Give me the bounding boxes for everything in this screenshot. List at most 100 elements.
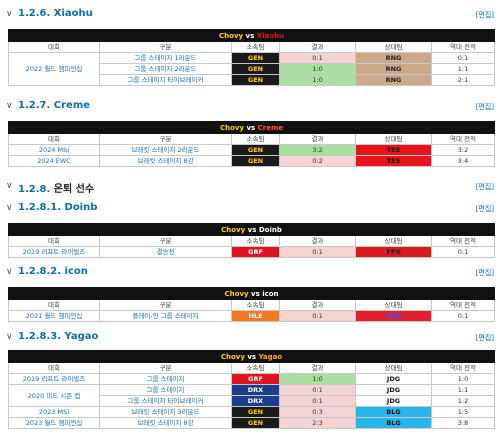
edit-link[interactable]: [편집] [475,11,494,19]
edit-link[interactable]: [편집] [475,183,494,191]
header-team: 소속팀 [231,362,280,374]
caption-vs: vs [251,289,260,298]
stage-link[interactable]: 그룹 스테이지 타이브레이커 [99,395,232,407]
event-link[interactable]: 2022 월드 챔피언십 [8,52,100,86]
header-team: 소속팀 [231,235,280,247]
table-row: 2019 리프트 라이벌즈 그룹 스테이지 GRF 1:0 JDG 1:0 [8,373,496,385]
table-row: 2022 월드 챔피언십 그룹 스테이지 1라운드 GEN 0:1 RNG 0:… [8,52,496,86]
section-heading-doinb: ∨ 1.2.8.1. Doinb [편집] [0,202,500,218]
event-link[interactable]: 2020 미드 시즌 컵 [8,384,100,407]
chevron-down-icon[interactable]: ∨ [6,101,13,111]
opponent-badge: FPX [355,246,432,258]
header-opponent: 상대팀 [355,41,432,53]
event-link[interactable]: 2019 리프트 라이벌즈 [8,373,100,385]
stage-link[interactable]: 그룹 스테이지 타이브레이커 [99,74,232,86]
opponent-badge: TES [355,155,432,167]
header-event: 대회 [8,235,100,247]
caption-opponent: Yagao [258,352,283,361]
table-row: 2024 MSI 브래킷 스테이지 2라운드 GEN 3:2 TES 3:2 [8,144,496,156]
stage-link[interactable]: 브래킷 스테이지 8강 [99,155,232,167]
header-record: 역대 전적 [431,235,495,247]
section-title[interactable]: Doinb [64,202,98,213]
stage-link[interactable]: 브래킷 스테이지 2라운드 [99,144,232,156]
edit-link[interactable]: [편집] [475,334,494,342]
chevron-down-icon[interactable]: ∨ [6,9,13,19]
section-title: 은퇴 선수 [53,184,95,195]
header-stage: 구분 [99,41,232,53]
caption-opponent: icon [262,289,279,298]
header-record: 역대 전적 [430,41,496,53]
event-link[interactable]: 2021 월드 챔피언십 [8,310,100,322]
section-heading-yagao: ∨ 1.2.8.3. Yagao [편집] [0,331,500,347]
team-badge: DRX [231,395,280,407]
edit-link[interactable]: [편집] [475,103,494,111]
header-record: 역대 전적 [430,133,496,145]
table-header-row: 대회 구분 소속팀 결과 상대팀 역대 전적 [8,299,496,311]
stage-link[interactable]: 브래킷 스테이지 3라운드 [99,406,232,418]
section-title[interactable]: Yagao [64,331,99,342]
section-heading-xiaohu: ∨ 1.2.6. Xiaohu [편집] [0,8,500,24]
event-link[interactable]: 2023 MSI [8,406,100,418]
event-link[interactable]: 2024 MSI [8,144,100,156]
chevron-down-icon[interactable]: ∨ [6,203,13,213]
section-title[interactable]: Creme [53,100,91,111]
head-to-head-table-yagao: Chovy vs Yagao 대회 구분 소속팀 결과 상대팀 역대 전적 20… [7,350,496,429]
edit-link[interactable]: [편집] [475,269,494,277]
opponent-badge: BLG [355,406,432,418]
stage-link[interactable]: 결승전 [99,246,232,258]
result-cell: 0:3 [279,406,356,418]
section-title[interactable]: icon [64,266,88,277]
opponent-badge: LNG [355,310,432,322]
header-opponent: 상대팀 [355,133,432,145]
opponent-badge: JDG [355,395,432,407]
head-to-head-table-icon: Chovy vs icon 대회 구분 소속팀 결과 상대팀 역대 전적 202… [7,287,496,322]
chevron-down-icon[interactable]: ∨ [6,267,13,277]
section-number: 1.2.6. [18,8,51,19]
chevron-down-icon[interactable]: ∨ [6,332,13,342]
header-event: 대회 [8,362,100,374]
section-title[interactable]: Xiaohu [53,8,93,19]
team-badge: GRF [231,246,280,258]
section-heading-icon: ∨ 1.2.8.2. icon [편집] [0,266,500,282]
table-header-row: 대회 구분 소속팀 결과 상대팀 역대 전적 [8,41,496,53]
event-link[interactable]: 2023 월드 챔피언십 [8,417,100,429]
edit-link[interactable]: [편집] [475,205,494,213]
header-event: 대회 [8,299,100,311]
header-stage: 구분 [99,133,232,145]
opponent-badge: TES [355,144,432,156]
stage-link[interactable]: 플레이-인 그룹 스테이지 [99,310,232,322]
header-result: 결과 [279,133,356,145]
caption-opponent: Doinb [258,225,282,234]
section-heading-retired: ∨ 1.2.8. 은퇴 선수 [편집] [0,180,500,196]
result-cell: 0:2 [279,155,356,167]
header-team: 소속팀 [231,299,280,311]
record-cell: 3:8 [430,417,496,429]
table-row: 그룹 스테이지 2라운드 GEN 1:0 RNG 1:1 [9,63,496,75]
stage-link[interactable]: 그룹 스테이지 [99,373,232,385]
section-number: 1.2.7. [18,100,51,111]
stage-link[interactable]: 그룹 스테이지 [99,384,232,396]
header-stage: 구분 [99,235,232,247]
team-badge: GEN [231,155,280,167]
stage-link[interactable]: 그룹 스테이지 1라운드 [99,52,232,64]
table-row: 2021 월드 챔피언십 플레이-인 그룹 스테이지 HLE 0:1 LNG 0… [8,310,496,322]
opponent-badge: JDG [355,373,432,385]
section-number: 1.2.8. [18,184,51,195]
header-opponent: 상대팀 [355,362,432,374]
stage-link[interactable]: 그룹 스테이지 2라운드 [99,63,232,75]
table-caption: Chovy vs Xiaohu [7,29,496,42]
header-opponent: 상대팀 [355,299,432,311]
record-cell: 0:1 [431,246,495,258]
header-record: 역대 전적 [430,362,496,374]
caption-player: Chovy [221,225,246,234]
team-badge: GEN [231,52,280,64]
event-link[interactable]: 2024 EWC [8,155,100,167]
result-cell: 1:0 [279,63,356,75]
header-event: 대회 [8,41,100,53]
table-row: 2023 MSI 브래킷 스테이지 3라운드 GEN 0:3 BLG 1:5 [8,406,496,418]
event-link[interactable]: 2019 리프트 라이벌즈 [8,246,100,258]
table-caption: Chovy vs Creme [7,121,496,134]
stage-link[interactable]: 브래킷 스테이지 8강 [99,417,232,429]
section-number: 1.2.8.2. [18,266,62,277]
chevron-down-icon[interactable]: ∨ [6,181,13,191]
